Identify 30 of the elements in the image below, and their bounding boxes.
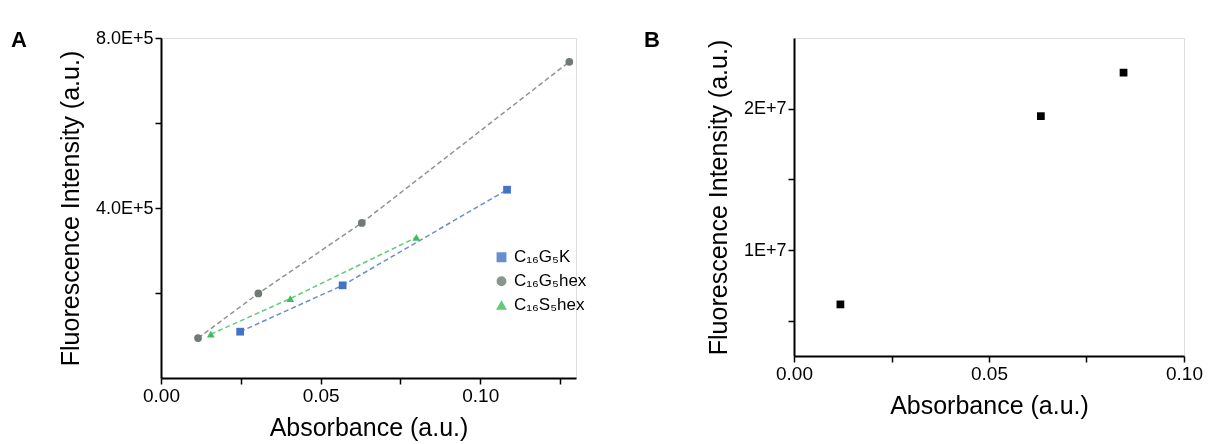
point: [194, 334, 202, 342]
y-tick-label: 8.0E+5: [95, 27, 154, 48]
x-axis-title: Absorbance (a.u.): [269, 412, 469, 441]
x-tick-label: 0.00: [143, 384, 180, 406]
x-tick-label: 0.05: [302, 384, 340, 406]
x-tick-label: 0.10: [462, 384, 500, 406]
point: [565, 57, 574, 66]
x-tick-label: 0.10: [1166, 362, 1203, 384]
y-axis-title: Fluorescence Intensity (a.u.): [703, 39, 732, 356]
point: [1037, 112, 1045, 121]
x-axis-title: Absorbance (a.u.): [890, 390, 1089, 419]
y-axis-title: Fluorescence Intensity (a.u.): [55, 50, 84, 367]
point: [412, 233, 421, 241]
text: A: [11, 27, 27, 52]
point: [357, 219, 366, 227]
x-tick-label: 0.00: [776, 362, 813, 384]
point: [236, 327, 245, 336]
y-tick-label: 2E+7: [743, 98, 787, 119]
point: [286, 295, 295, 302]
point: [338, 281, 347, 290]
x-tick-label: 0.05: [971, 362, 1008, 384]
point: [503, 185, 511, 194]
legend-label: C₁₆G₅hex: [514, 271, 587, 291]
point: [206, 330, 215, 338]
y-tick-label: 1E+7: [743, 239, 787, 260]
text: B: [644, 27, 660, 52]
legend-label: C₁₆G₅K: [514, 247, 571, 267]
point: [254, 289, 263, 298]
legend-label: C₁₆S₅hex: [514, 295, 585, 315]
y-tick-label: 4.0E+5: [95, 197, 154, 218]
